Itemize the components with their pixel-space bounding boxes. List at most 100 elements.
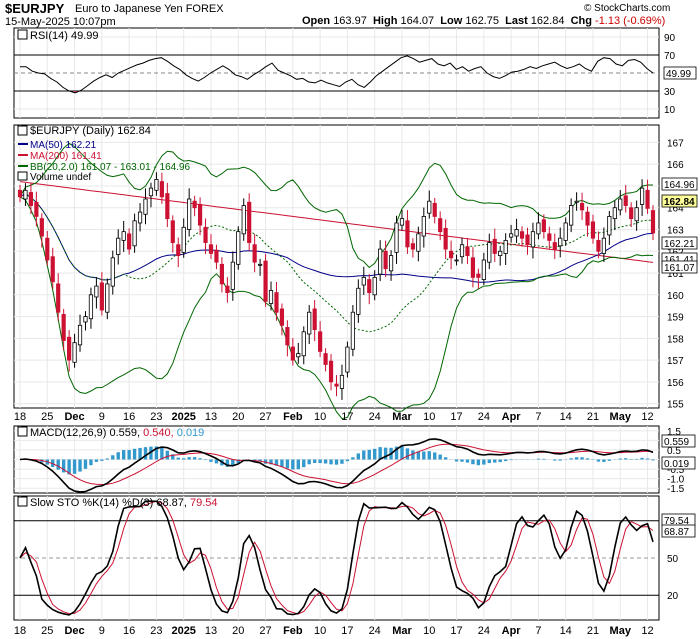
macd-histogram-bar — [487, 459, 491, 464]
candle-body — [258, 263, 263, 266]
candle-body — [427, 200, 432, 214]
price-tag-label: 164.96 — [664, 180, 695, 191]
macd-legend-part: 0.559, — [109, 427, 143, 439]
high-label: High — [372, 15, 398, 27]
price-candle — [132, 213, 137, 253]
candle-body — [225, 285, 230, 294]
macd-histogram-bar — [83, 459, 88, 469]
macd-histogram-bar — [187, 457, 191, 460]
macd-histogram-bar — [105, 458, 110, 460]
ma50-legend: MA(50) 162.21 — [30, 140, 97, 151]
macd-histogram-bar — [454, 459, 459, 462]
x-axis-label: 18 — [14, 625, 26, 637]
price-candle — [165, 182, 170, 228]
macd-histogram-bar — [127, 450, 131, 460]
candle-body — [230, 261, 235, 290]
volume-legend-swatch — [17, 171, 28, 181]
price-candle — [443, 219, 448, 260]
candle-body — [449, 250, 454, 259]
x-axis-label: May — [610, 411, 632, 423]
price-candle — [509, 224, 514, 243]
sto-legend: Slow STO %K(14) %D(3) 68.87, 79.54 — [30, 497, 218, 509]
price-candle — [438, 211, 443, 241]
candle-body — [72, 342, 77, 363]
candle-body — [94, 285, 99, 298]
price-candle — [590, 214, 596, 244]
rsi-legend-swatch — [17, 29, 28, 40]
price-candle — [230, 251, 235, 301]
macd-histogram-bar — [225, 459, 230, 467]
candle-body — [503, 239, 508, 254]
candle-body — [443, 228, 448, 250]
high-value: 164.07 — [400, 15, 435, 27]
macd-legend-part: 0.019 — [177, 427, 205, 439]
candle-body — [170, 220, 175, 243]
price-panel-frame — [13, 124, 660, 409]
x-axis-label: 14 — [560, 625, 572, 637]
macd-histogram-bar — [203, 459, 208, 461]
macd-histogram-bar — [258, 459, 262, 462]
last-value: 162.84 — [530, 15, 565, 27]
price-candle — [410, 238, 415, 258]
macd-histogram-bar — [602, 459, 606, 462]
price-candle — [143, 188, 148, 225]
macd-histogram-bar — [121, 450, 126, 460]
macd-histogram-bar — [378, 447, 382, 460]
candle-body — [345, 346, 350, 373]
x-axis-label: 7 — [535, 625, 541, 637]
macd-histogram-bar — [67, 459, 71, 475]
price-tag — [661, 260, 698, 274]
chart-date-time: 15-May-2025 10:07pm — [5, 16, 116, 28]
macd-histogram-bar — [383, 447, 388, 460]
x-axis-label: 18 — [14, 411, 26, 423]
price-candle — [476, 268, 481, 289]
rsi-last-tag — [663, 66, 697, 80]
brand-watermark: © StockCharts.com — [584, 3, 671, 14]
price-candle — [105, 278, 110, 320]
macd-histogram-bar — [574, 457, 579, 460]
price-candle — [558, 227, 563, 258]
macd-histogram-bar — [618, 458, 622, 460]
candle-body — [388, 255, 394, 272]
macd-histogram-bar — [356, 453, 361, 460]
candle-body — [176, 244, 181, 257]
macd-tag — [661, 434, 696, 448]
price-legend-swatch — [17, 125, 28, 136]
candle-body — [421, 216, 426, 237]
price-candle — [607, 210, 612, 245]
price-candle — [503, 233, 508, 265]
candle-body — [121, 231, 126, 241]
price-ytick-label: 158 — [667, 334, 684, 345]
x-axis-label: Dec — [64, 625, 84, 637]
candle-body — [137, 211, 143, 224]
candle-body — [181, 226, 186, 253]
sto-tag-label: 79.54 — [664, 516, 689, 527]
price-candle — [181, 218, 186, 258]
x-axis-label: 12 — [641, 411, 653, 423]
macd-histogram-bar — [318, 459, 322, 464]
price-candle — [563, 217, 568, 246]
candle-body — [361, 276, 366, 286]
x-axis-label: 13 — [205, 625, 217, 637]
open-value: 163.97 — [333, 15, 367, 27]
price-candle — [23, 183, 28, 206]
macd-histogram-bar — [542, 458, 546, 460]
x-axis-label: 24 — [478, 625, 490, 637]
macd-histogram-bar — [607, 459, 612, 461]
price-candle — [585, 206, 590, 237]
candle-body — [569, 205, 574, 226]
price-tag-label: 161.07 — [664, 263, 695, 274]
price-candle — [645, 179, 650, 214]
candle-body — [127, 233, 132, 250]
price-candle — [39, 213, 44, 248]
candle-body — [56, 283, 61, 313]
candle-body — [350, 311, 355, 350]
rsi-ytick-label: 70 — [664, 51, 676, 62]
macd-histogram-bar — [334, 459, 339, 465]
change-value: -1.13 (-0.69%) — [595, 15, 666, 27]
macd-histogram-bar — [72, 459, 77, 474]
x-axis-label: Feb — [283, 411, 303, 423]
price-candle — [498, 245, 503, 266]
candle-body — [263, 260, 268, 302]
